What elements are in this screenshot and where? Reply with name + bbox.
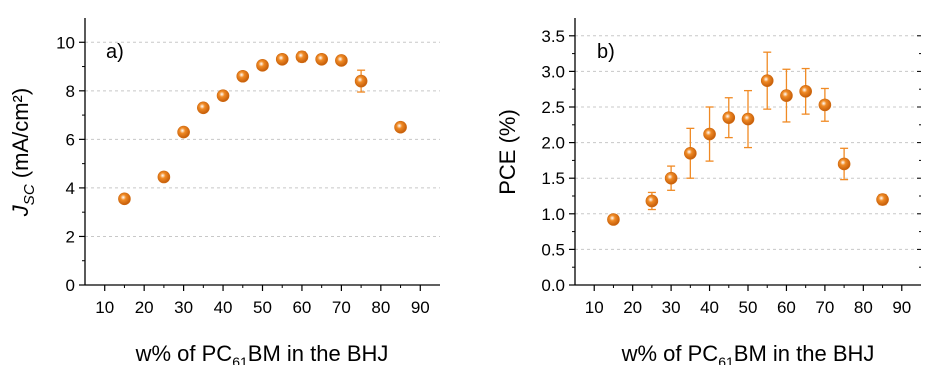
data-point <box>837 157 851 171</box>
panel-label: b) <box>597 41 615 63</box>
data-point <box>256 59 269 72</box>
data-point <box>664 171 678 185</box>
y-tick-label: 0.5 <box>541 240 565 259</box>
y-tick-label: 3.5 <box>541 27 565 46</box>
y-tick-label: 10 <box>56 33 75 52</box>
data-point <box>780 89 793 102</box>
panel-label: a) <box>106 41 124 63</box>
chart-panel-1: 10 20 30 40 50 60 70 80 90 0 2 4 6 8 10 a) w% of PC61BM … <box>8 18 440 370</box>
chart-panel-2: 10 20 30 40 50 60 70 80 90 0.0 0.5 1.0 1.5 2.0 2.5 3.0 3… <box>495 18 921 370</box>
y-axis-title: PCE (%) <box>495 109 520 195</box>
y-tick-label: 0.0 <box>541 276 565 295</box>
data-point <box>118 192 131 206</box>
x-tick-label: 70 <box>815 298 834 317</box>
x-tick-label: 80 <box>371 298 390 317</box>
y-tick-label: 2 <box>66 227 75 246</box>
data-point <box>335 54 348 67</box>
data-point <box>799 85 812 98</box>
y-tick-label: 1.5 <box>541 169 565 188</box>
data-point <box>354 74 368 88</box>
data-point <box>394 120 407 134</box>
x-axis-title: w% of PC61BM in the BHJ <box>621 341 875 365</box>
x-tick-label: 50 <box>739 298 758 317</box>
x-tick-label: 10 <box>95 298 114 317</box>
y-tick-label: 0 <box>66 276 75 295</box>
x-tick-label: 20 <box>135 298 154 317</box>
x-tick-label: 60 <box>777 298 796 317</box>
data-point <box>722 111 736 124</box>
x-tick-label: 60 <box>292 298 311 317</box>
y-tick-label: 2.0 <box>541 134 565 153</box>
x-tick-label: 40 <box>214 298 233 317</box>
data-point <box>216 89 230 102</box>
x-tick-label: 90 <box>892 298 911 317</box>
data-point <box>607 213 620 226</box>
data-point <box>645 194 659 208</box>
x-tick-label: 70 <box>332 298 351 317</box>
data-point <box>818 98 832 112</box>
data-point <box>315 52 328 66</box>
y-tick-label: 3.0 <box>541 62 565 81</box>
x-tick-label: 90 <box>411 298 430 317</box>
y-tick-label: 8 <box>66 82 75 101</box>
x-tick-label: 30 <box>662 298 681 317</box>
y-tick-label: 2.5 <box>541 98 565 117</box>
data-point <box>760 74 774 87</box>
x-tick-label: 80 <box>854 298 873 317</box>
x-axis-title: w% of PC61BM in the BHJ <box>135 341 389 365</box>
data-point <box>197 101 210 115</box>
x-tick-label: 40 <box>700 298 719 317</box>
x-tick-label: 20 <box>623 298 642 317</box>
data-point <box>157 170 171 184</box>
x-tick-label: 50 <box>253 298 272 317</box>
data-point <box>703 127 716 141</box>
y-tick-label: 4 <box>66 179 75 198</box>
data-point <box>295 50 309 64</box>
x-tick-label: 30 <box>174 298 193 317</box>
data-point <box>684 146 697 160</box>
x-tick-label: 10 <box>585 298 604 317</box>
data-point <box>236 69 250 83</box>
y-tick-label: 1.0 <box>541 205 565 224</box>
data-point <box>741 112 755 126</box>
data-point <box>275 52 289 66</box>
data-point <box>177 125 190 139</box>
y-tick-label: 6 <box>66 130 75 149</box>
data-point <box>876 193 889 206</box>
y-axis-title: JSC (mA/cm²) <box>8 88 38 217</box>
